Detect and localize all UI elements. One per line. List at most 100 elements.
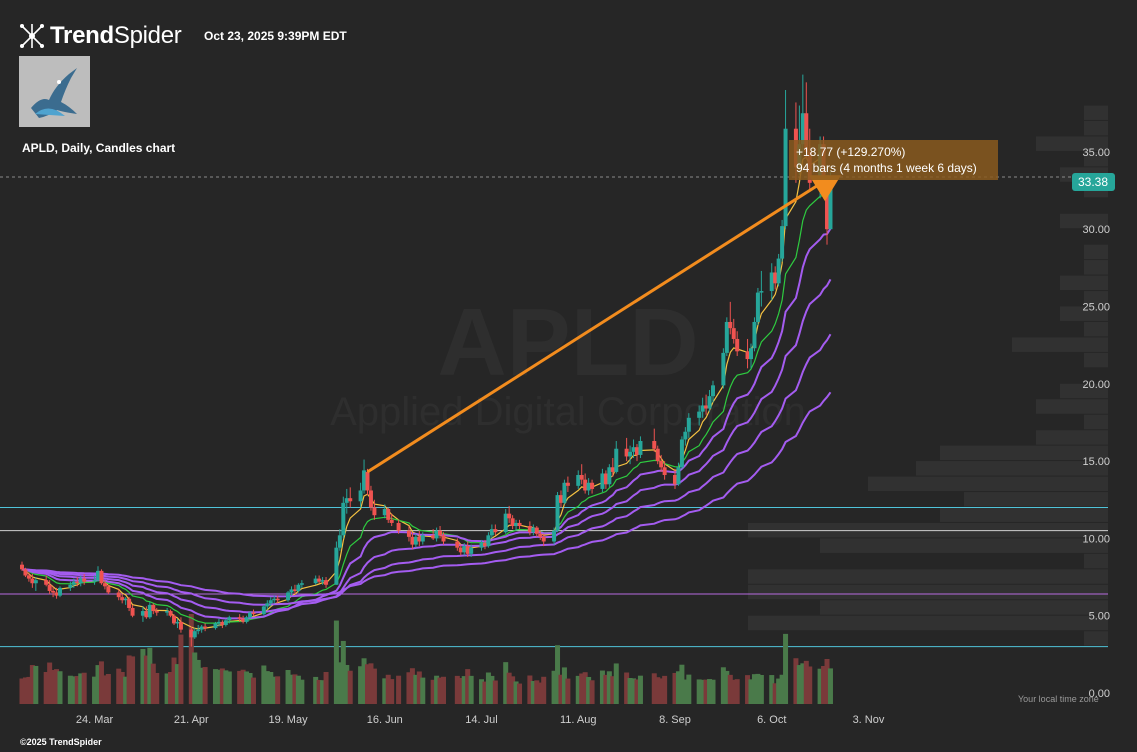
candle-body [638, 441, 643, 455]
volume-bar [796, 665, 802, 704]
volume-bar [454, 675, 460, 704]
volume-bar [119, 672, 125, 704]
candle-body [324, 580, 329, 585]
measure-arrow-line [366, 182, 822, 474]
marlin-avatar-icon [19, 56, 90, 127]
x-tick-label: 3. Nov [853, 714, 885, 726]
volume-bar [555, 645, 561, 704]
volume-bar [707, 679, 713, 704]
chart-title: APLD, Daily, Candles chart [22, 141, 176, 155]
volume-bar [47, 662, 53, 704]
volume-bar [130, 656, 136, 704]
volume-bar [510, 676, 516, 704]
candle-body [196, 629, 201, 632]
candle-body [189, 629, 194, 638]
volume-profile-bar [1036, 136, 1108, 151]
candle-body [780, 226, 785, 259]
volume-bar [558, 674, 564, 704]
candle-body [140, 611, 145, 616]
volume-bar [195, 659, 201, 704]
candle-body [296, 584, 301, 591]
volume-bar [624, 672, 630, 704]
candle-body [313, 578, 318, 584]
candle-body [154, 611, 159, 613]
volume-bar [271, 676, 277, 704]
candle-body [759, 291, 764, 293]
volume-bars [19, 614, 833, 704]
candle-body [344, 498, 349, 503]
user-avatar [19, 56, 90, 127]
measure-label-box[interactable] [789, 140, 998, 180]
volume-bar [561, 667, 567, 704]
volume-bar [337, 662, 343, 704]
candle-body [493, 529, 498, 533]
candle-body [683, 431, 688, 440]
volume-bar [468, 675, 474, 704]
volume-bar [413, 674, 419, 704]
horizontal-levels[interactable] [0, 176, 1108, 648]
candle-body [455, 541, 460, 548]
volume-bar [537, 682, 543, 704]
candle-body [244, 617, 249, 622]
volume-bar [178, 634, 184, 704]
volume-bar [437, 677, 443, 704]
last-price-label: 33.38 [1078, 175, 1108, 189]
volume-profile-bar [916, 461, 1108, 476]
volume-profile-bar [940, 445, 1108, 461]
volume-bar [71, 676, 77, 704]
volume-bar [603, 674, 609, 704]
candle-body [773, 272, 778, 284]
volume-bar [734, 679, 740, 704]
candle-body [382, 509, 387, 516]
volume-bar [188, 614, 194, 704]
candle-body [248, 612, 253, 618]
moving-average-line [21, 391, 832, 598]
volume-bar [662, 675, 668, 704]
volume-bar [489, 675, 495, 704]
volume-bar [344, 664, 350, 704]
volume-profile-bar [748, 569, 1108, 584]
brand-name: TrendSpider [50, 22, 182, 49]
volume-bar [416, 671, 422, 704]
watermark-symbol: APLD [437, 289, 698, 396]
candle-body [289, 589, 294, 593]
candle-body [465, 546, 470, 554]
volume-bar [534, 680, 540, 704]
y-tick-label: 20.00 [1082, 379, 1110, 391]
volume-profile [748, 105, 1108, 646]
volume-bar [385, 674, 391, 704]
volume-bar [748, 679, 754, 704]
candle-body [458, 547, 463, 553]
candle-body [652, 441, 657, 449]
x-tick-label: 11. Aug [560, 714, 597, 726]
candle-body [192, 631, 197, 638]
candle-body [199, 626, 204, 630]
volume-bar [78, 673, 84, 704]
volume-bar [551, 670, 557, 704]
candle-body [144, 611, 149, 618]
x-tick-label: 8. Sep [659, 714, 691, 726]
volume-bar [202, 667, 208, 704]
candle-body [752, 321, 757, 349]
candle-body [707, 396, 712, 409]
volume-bar [264, 671, 270, 704]
volume-bar [223, 670, 229, 704]
volume-bar [406, 672, 412, 704]
candle-body [555, 495, 560, 531]
volume-bar [783, 633, 789, 704]
candle-body [30, 578, 35, 584]
volume-bar [696, 679, 702, 704]
volume-profile-bar [940, 507, 1108, 522]
volume-bar [651, 673, 657, 704]
measure-bars-label: 94 bars (4 months 1 week 6 days) [796, 161, 977, 175]
candles [20, 74, 833, 647]
axes: 0.00 5.00 10.00 15.00 20.00 25.00 30.00 35.00 24… [76, 147, 1110, 726]
measure-arrow-head [809, 175, 842, 202]
brand-logo[interactable]: TrendSpider [18, 22, 182, 50]
timezone-label: Your local time zone [1018, 694, 1099, 704]
volume-profile-bar [1060, 275, 1108, 291]
measure-arrow[interactable] [366, 175, 842, 474]
candle-body [749, 348, 754, 360]
candle-body [123, 598, 128, 601]
